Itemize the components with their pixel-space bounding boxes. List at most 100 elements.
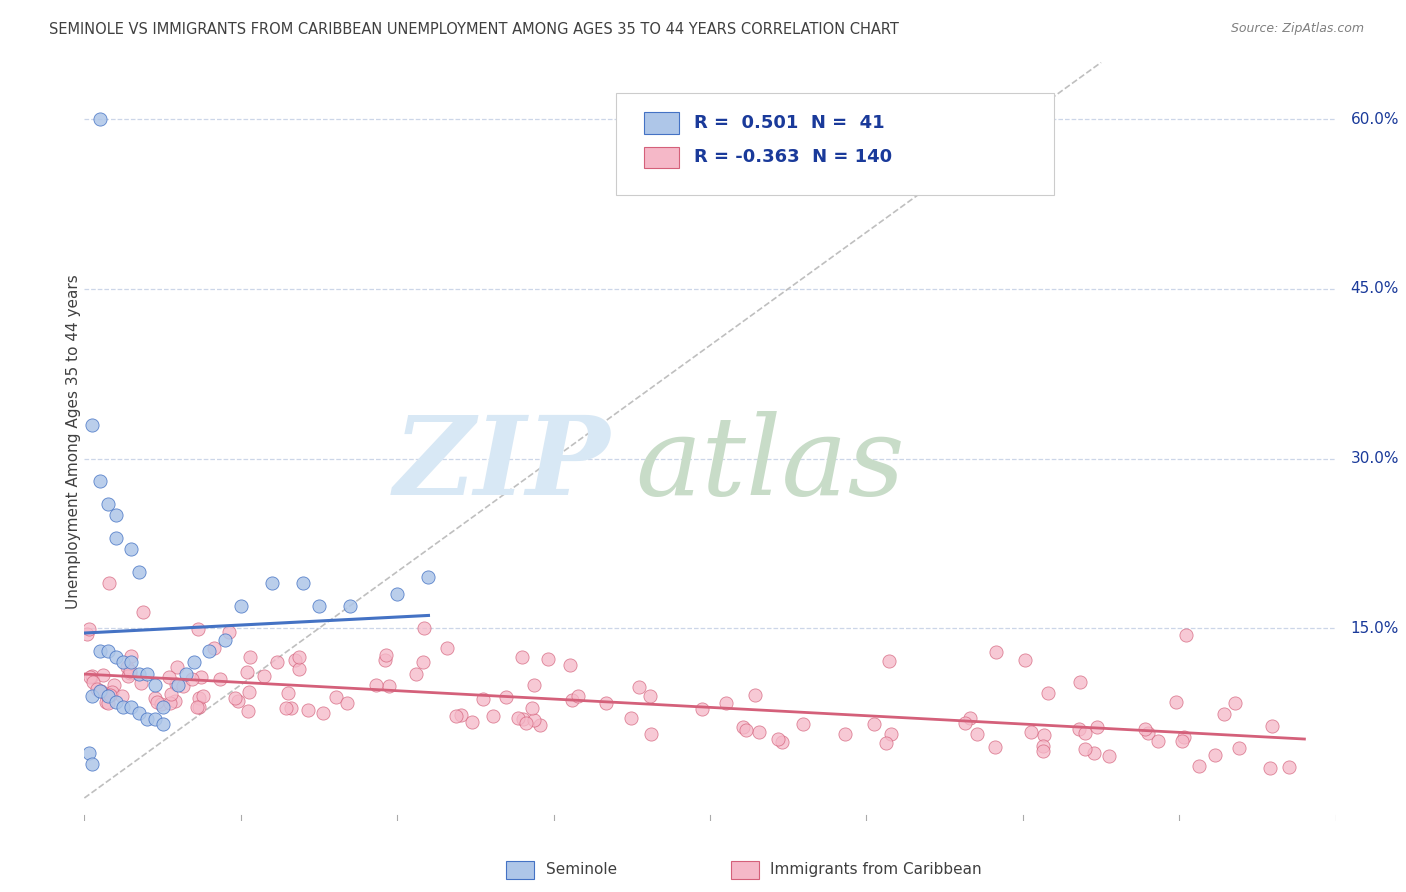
Point (523, 713, 546, 727)
Point (136, 666, 159, 681)
Point (112, 700, 135, 714)
Point (236, 704, 259, 718)
Point (120, 542, 142, 557)
Point (111, 689, 134, 703)
Point (412, 655, 434, 669)
Point (374, 653, 396, 667)
Point (1174, 628, 1197, 642)
Point (97, 689, 120, 703)
Point (90, 684, 112, 698)
Point (834, 727, 856, 741)
Point (375, 648, 398, 662)
Point (595, 696, 617, 710)
Point (716, 696, 738, 710)
Point (117, 669, 139, 683)
Point (734, 723, 756, 738)
Point (523, 678, 546, 692)
Point (561, 693, 583, 707)
Point (89, 683, 111, 698)
Point (77, 622, 100, 636)
Point (131, 676, 153, 690)
Point (620, 711, 643, 725)
Point (1278, 759, 1301, 773)
Point (229, 599, 252, 613)
Point (163, 694, 186, 708)
Point (1032, 744, 1054, 758)
Point (312, 706, 335, 720)
Point (288, 650, 311, 665)
Point (378, 679, 401, 693)
Point (1170, 734, 1192, 748)
Point (187, 622, 209, 636)
Point (280, 701, 302, 715)
Point (224, 690, 246, 705)
Point (277, 686, 299, 700)
Point (520, 701, 543, 715)
Point (112, 655, 135, 669)
Point (690, 702, 713, 716)
Point (180, 672, 202, 686)
Point (91, 667, 114, 681)
Point (252, 668, 274, 682)
Point (136, 712, 159, 726)
Point (1083, 746, 1105, 760)
Point (770, 735, 793, 749)
Point (955, 716, 977, 731)
Point (103, 677, 125, 691)
Point (120, 655, 142, 669)
Point (984, 645, 1007, 659)
Point (89, 112, 111, 126)
Point (515, 716, 537, 731)
Point (165, 677, 187, 691)
Point (238, 685, 260, 699)
Point (239, 650, 262, 665)
Text: Source: ZipAtlas.com: Source: ZipAtlas.com (1230, 22, 1364, 36)
Bar (644, 112, 679, 134)
Point (143, 678, 166, 692)
Point (166, 659, 188, 673)
Point (1173, 730, 1195, 744)
Point (506, 711, 529, 725)
Point (412, 621, 434, 635)
Point (748, 724, 770, 739)
Point (1036, 686, 1059, 700)
Point (159, 687, 181, 701)
Point (209, 672, 232, 686)
Point (191, 689, 214, 703)
Point (118, 665, 141, 680)
Point (89, 644, 111, 658)
Point (79, 670, 101, 684)
Point (80, 668, 103, 682)
Point (792, 717, 814, 731)
Point (120, 649, 142, 664)
Point (1227, 741, 1250, 756)
Point (187, 691, 209, 706)
Point (190, 669, 212, 683)
Point (152, 717, 174, 731)
Point (768, 732, 790, 747)
Point (339, 599, 361, 613)
Point (879, 727, 901, 741)
Point (128, 706, 150, 720)
Point (94, 695, 117, 709)
Point (1135, 722, 1157, 736)
Point (149, 697, 172, 711)
Point (288, 662, 311, 676)
Point (638, 690, 661, 704)
Point (297, 703, 319, 717)
Point (97, 696, 120, 710)
Text: R =  0.501  N =  41: R = 0.501 N = 41 (693, 114, 884, 132)
Point (512, 713, 534, 727)
Point (1074, 742, 1097, 756)
Point (157, 670, 180, 684)
Point (82, 689, 104, 703)
Point (266, 655, 288, 669)
Text: Immigrants from Caribbean: Immigrants from Caribbean (770, 863, 983, 877)
Point (537, 652, 560, 666)
Point (104, 695, 127, 709)
Point (733, 720, 755, 734)
Point (143, 691, 166, 706)
Point (364, 678, 387, 692)
Point (495, 690, 517, 704)
Point (172, 679, 194, 693)
